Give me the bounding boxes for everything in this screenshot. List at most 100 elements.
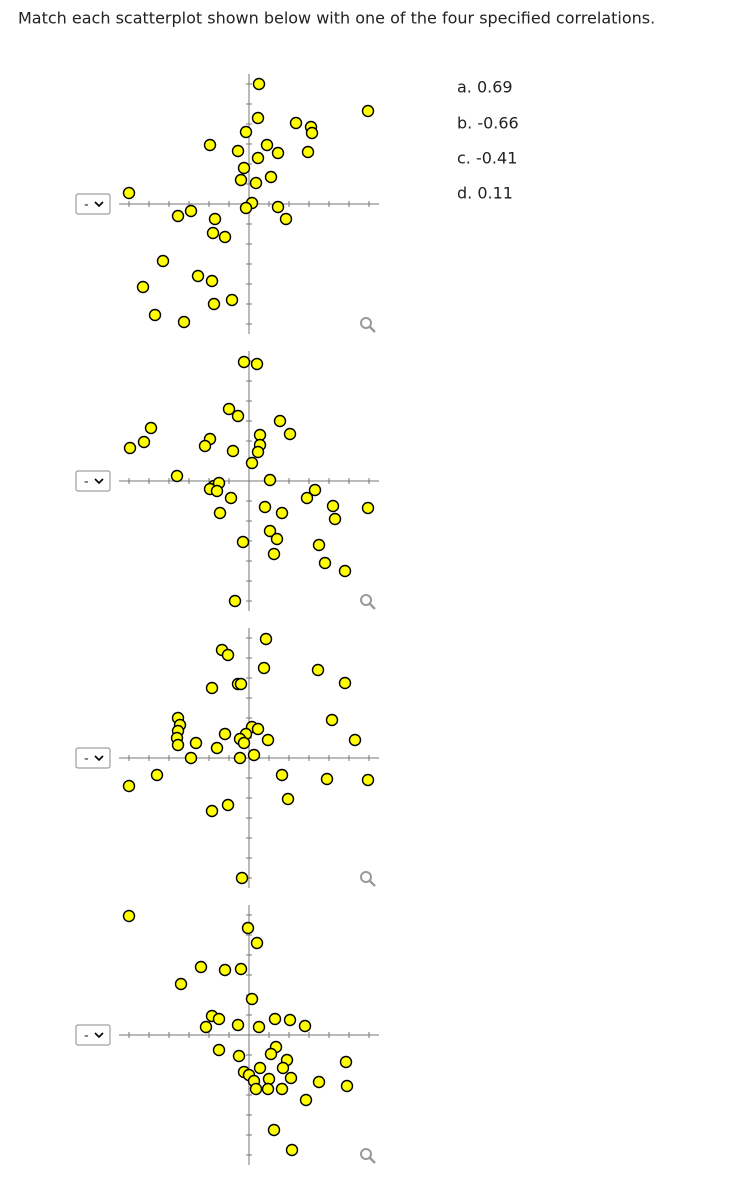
point (361, 773, 375, 787)
option: c. -0.41 (457, 149, 517, 168)
point (194, 960, 208, 974)
point (312, 538, 326, 552)
point (249, 1082, 263, 1096)
zoom-handle[interactable] (369, 326, 376, 333)
dropdown-value[interactable]: - (84, 1029, 89, 1044)
point (250, 357, 264, 371)
dropdown-arrow[interactable] (94, 201, 104, 208)
point (205, 804, 219, 818)
point (231, 1018, 245, 1032)
dropdown-box[interactable] (75, 747, 111, 769)
scatterplot (119, 905, 379, 1165)
scatterplot (119, 351, 379, 611)
point (298, 1019, 312, 1033)
dropdown[interactable]: - (75, 747, 111, 769)
point (210, 741, 224, 755)
point (123, 441, 137, 455)
dropdown-box[interactable] (75, 470, 111, 492)
point (308, 483, 322, 497)
zoom-icon[interactable] (360, 1148, 376, 1164)
point (122, 779, 136, 793)
point (270, 532, 284, 546)
option: b. -0.66 (457, 114, 519, 133)
zoom-handle[interactable] (369, 1157, 376, 1164)
point (239, 125, 253, 139)
point (250, 936, 264, 950)
zoom-icon[interactable] (360, 871, 376, 887)
point (210, 484, 224, 498)
point (279, 212, 293, 226)
point (205, 681, 219, 695)
scatterplot (119, 74, 379, 334)
point (237, 161, 251, 175)
point (218, 230, 232, 244)
point (261, 733, 275, 747)
point (170, 469, 184, 483)
zoom-handle[interactable] (369, 603, 376, 610)
dropdown-arrow[interactable] (94, 478, 104, 485)
point (241, 921, 255, 935)
zoom-icon[interactable] (360, 594, 376, 610)
dropdown-value[interactable]: - (84, 752, 89, 767)
zoom-lens[interactable] (360, 871, 372, 883)
point (325, 713, 339, 727)
zoom-lens[interactable] (360, 594, 372, 606)
point (191, 269, 205, 283)
point (233, 751, 247, 765)
point (252, 77, 266, 91)
dropdown[interactable]: - (75, 470, 111, 492)
point (301, 145, 315, 159)
point (252, 1020, 266, 1034)
dropdown-box[interactable] (75, 1024, 111, 1046)
zoom-icon[interactable] (360, 317, 376, 333)
point (268, 1012, 282, 1026)
point (299, 1093, 313, 1107)
point (234, 677, 248, 691)
point (207, 297, 221, 311)
point (231, 409, 245, 423)
point (232, 1049, 246, 1063)
point (231, 144, 245, 158)
point (171, 209, 185, 223)
point (251, 111, 265, 125)
dropdown-arrow[interactable] (94, 755, 104, 762)
point (184, 204, 198, 218)
dropdown-value[interactable]: - (84, 475, 89, 490)
point (198, 439, 212, 453)
dropdown-box[interactable] (75, 193, 111, 215)
dropdown[interactable]: - (75, 1024, 111, 1046)
dropdown[interactable]: - (75, 193, 111, 215)
point (271, 200, 285, 214)
point (289, 116, 303, 130)
point (144, 421, 158, 435)
point (251, 445, 265, 459)
point (305, 126, 319, 140)
point (221, 648, 235, 662)
point (340, 1079, 354, 1093)
point (267, 547, 281, 561)
point (249, 176, 263, 190)
zoom-lens[interactable] (360, 1148, 372, 1160)
point (261, 1082, 275, 1096)
point (311, 663, 325, 677)
point (235, 871, 249, 885)
dropdown-value[interactable]: - (84, 198, 89, 213)
point (361, 104, 375, 118)
point (122, 909, 136, 923)
point (312, 1075, 326, 1089)
point (218, 963, 232, 977)
point (225, 293, 239, 307)
point (281, 792, 295, 806)
point (339, 1055, 353, 1069)
point (234, 173, 248, 187)
point (251, 722, 265, 736)
zoom-handle[interactable] (369, 880, 376, 887)
point (245, 456, 259, 470)
dropdown-arrow[interactable] (94, 1032, 104, 1039)
point (262, 1072, 276, 1086)
zoom-lens[interactable] (360, 317, 372, 329)
point (221, 798, 235, 812)
point (236, 535, 250, 549)
point (361, 501, 375, 515)
point (318, 556, 332, 570)
